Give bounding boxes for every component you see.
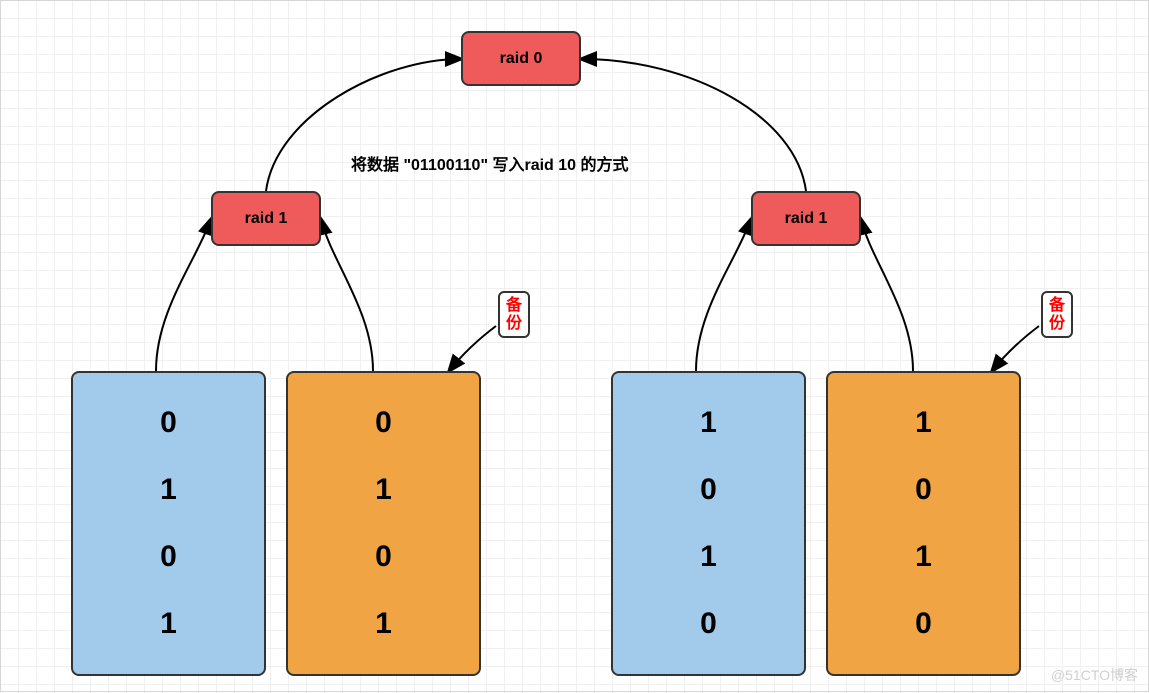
disk-bit: 1 — [915, 406, 932, 440]
disk-bit: 1 — [700, 540, 717, 574]
edge-b-raid1L — [321, 219, 373, 371]
raid1-left-label: raid 1 — [245, 210, 288, 228]
backup-badge-right: 备份 — [1041, 291, 1073, 338]
raid0-label: raid 0 — [500, 50, 543, 68]
edge-a-raid1L — [156, 219, 211, 371]
disk-bit: 0 — [915, 607, 932, 641]
disk-a: 0 1 0 1 — [71, 371, 266, 676]
disk-bit: 0 — [700, 607, 717, 641]
disk-bit: 1 — [375, 607, 392, 641]
watermark: @51CTO博客 — [1051, 665, 1138, 685]
edge-d-raid1R — [861, 219, 913, 371]
disk-bit: 0 — [375, 540, 392, 574]
disk-bit: 1 — [700, 406, 717, 440]
disk-bit: 1 — [160, 473, 177, 507]
disk-b: 0 1 0 1 — [286, 371, 481, 676]
backup-badge-left-text: 备份 — [506, 297, 522, 332]
caption-text: 将数据 "01100110" 写入raid 10 的方式 — [351, 151, 629, 175]
edge-badgeL — [449, 326, 496, 371]
backup-badge-right-text: 备份 — [1049, 297, 1065, 332]
disk-d: 1 0 1 0 — [826, 371, 1021, 676]
disk-bit: 0 — [375, 406, 392, 440]
disk-bit: 0 — [915, 473, 932, 507]
disk-bit: 0 — [160, 406, 177, 440]
disk-c: 1 0 1 0 — [611, 371, 806, 676]
backup-badge-left: 备份 — [498, 291, 530, 338]
raid1-right-label: raid 1 — [785, 210, 828, 228]
disk-bit: 1 — [160, 607, 177, 641]
disk-bit: 0 — [700, 473, 717, 507]
disk-bit: 1 — [915, 540, 932, 574]
edge-c-raid1R — [696, 219, 751, 371]
edge-badgeR — [992, 326, 1039, 371]
raid1-left-node: raid 1 — [211, 191, 321, 246]
raid1-right-node: raid 1 — [751, 191, 861, 246]
raid0-node: raid 0 — [461, 31, 581, 86]
disk-bit: 1 — [375, 473, 392, 507]
disk-bit: 0 — [160, 540, 177, 574]
